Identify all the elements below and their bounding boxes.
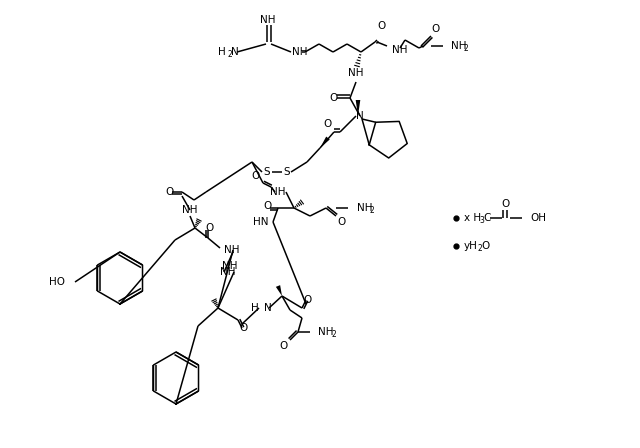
Text: O: O — [240, 323, 248, 333]
Text: NH: NH — [222, 261, 237, 271]
Text: x H: x H — [464, 213, 481, 223]
Text: NH: NH — [318, 327, 333, 337]
Text: 3: 3 — [479, 216, 484, 225]
Text: yH: yH — [464, 241, 478, 251]
Text: O: O — [304, 295, 312, 305]
Text: NH: NH — [182, 205, 198, 215]
Text: O: O — [251, 171, 259, 181]
Text: O: O — [338, 217, 346, 227]
Text: O: O — [481, 241, 489, 251]
Text: O: O — [378, 21, 386, 31]
Text: O: O — [264, 201, 272, 211]
Text: NH: NH — [270, 187, 285, 197]
Text: O: O — [206, 223, 214, 233]
Polygon shape — [356, 100, 360, 116]
Text: NH: NH — [224, 245, 239, 255]
Text: O: O — [432, 24, 440, 34]
Text: OH: OH — [530, 213, 546, 223]
Text: O: O — [280, 341, 288, 351]
Text: NH: NH — [292, 47, 307, 57]
Text: HO: HO — [49, 277, 65, 287]
Text: O: O — [323, 119, 331, 129]
Text: N: N — [264, 303, 272, 313]
Text: NH: NH — [392, 45, 408, 55]
Text: 2: 2 — [227, 50, 232, 59]
Polygon shape — [276, 285, 282, 296]
Text: O: O — [330, 93, 338, 103]
Text: NH: NH — [348, 68, 364, 78]
Text: H: H — [218, 47, 226, 57]
Text: N: N — [356, 111, 364, 121]
Text: HN: HN — [253, 217, 268, 227]
Text: NH: NH — [260, 15, 276, 25]
Text: C: C — [483, 213, 490, 223]
Text: 2: 2 — [477, 244, 482, 253]
Text: 2: 2 — [331, 330, 336, 339]
Text: NH: NH — [451, 41, 467, 51]
Text: 2: 2 — [464, 44, 468, 53]
Text: NH: NH — [357, 203, 372, 213]
Text: 2: 2 — [370, 206, 375, 215]
Text: H: H — [252, 303, 259, 313]
Text: O: O — [166, 187, 174, 197]
Text: S: S — [284, 167, 291, 177]
Text: N: N — [231, 47, 239, 57]
Text: S: S — [264, 167, 270, 177]
Text: O: O — [502, 199, 510, 209]
Text: NH: NH — [220, 267, 236, 277]
Polygon shape — [320, 137, 330, 148]
